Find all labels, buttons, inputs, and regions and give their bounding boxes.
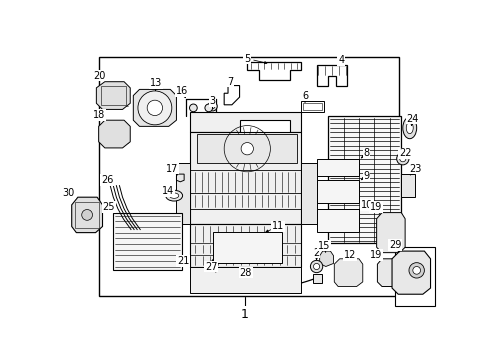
Polygon shape: [301, 163, 317, 224]
Bar: [98, 57, 399, 296]
Circle shape: [210, 104, 215, 109]
Text: 13: 13: [149, 78, 162, 88]
Ellipse shape: [406, 122, 413, 134]
Text: 29: 29: [389, 240, 401, 250]
Text: 25: 25: [102, 202, 115, 212]
Text: 23: 23: [409, 164, 421, 174]
Polygon shape: [190, 132, 301, 224]
Text: 26: 26: [101, 175, 113, 185]
Polygon shape: [98, 120, 130, 148]
Text: 24: 24: [407, 114, 419, 123]
Bar: [101, 86, 125, 105]
Polygon shape: [176, 163, 190, 224]
Polygon shape: [190, 224, 301, 266]
Polygon shape: [392, 251, 431, 294]
Text: 27: 27: [205, 261, 218, 271]
Bar: [317, 180, 359, 203]
Bar: [190, 266, 301, 293]
Text: 14: 14: [162, 186, 174, 196]
Circle shape: [205, 104, 213, 112]
Text: 19: 19: [370, 202, 382, 212]
Text: 20: 20: [93, 71, 106, 81]
Polygon shape: [133, 89, 176, 126]
Ellipse shape: [403, 117, 416, 139]
Text: 30: 30: [63, 188, 75, 198]
Bar: [313, 274, 322, 283]
Text: 3: 3: [210, 96, 216, 106]
Bar: [113, 213, 182, 270]
Bar: [317, 209, 359, 232]
Text: 9: 9: [364, 171, 369, 181]
Circle shape: [82, 210, 93, 220]
Polygon shape: [377, 259, 404, 287]
Bar: [395, 247, 435, 306]
Text: 19: 19: [370, 250, 382, 260]
Text: 7: 7: [227, 77, 233, 87]
Circle shape: [208, 102, 217, 111]
Text: 21: 21: [177, 256, 190, 266]
Ellipse shape: [166, 190, 183, 201]
Text: 11: 11: [272, 221, 284, 231]
Text: 12: 12: [343, 250, 356, 260]
Circle shape: [190, 104, 197, 112]
Polygon shape: [97, 82, 130, 109]
Polygon shape: [190, 112, 301, 132]
Text: 1: 1: [241, 308, 249, 321]
Text: 10: 10: [361, 200, 373, 210]
Circle shape: [397, 153, 409, 165]
Text: 1: 1: [242, 309, 248, 319]
Circle shape: [400, 156, 406, 162]
Polygon shape: [377, 213, 405, 253]
Polygon shape: [197, 134, 297, 163]
Circle shape: [413, 266, 420, 274]
Polygon shape: [319, 251, 334, 266]
Bar: [317, 159, 359, 176]
Bar: [75, 202, 99, 228]
Bar: [401, 174, 415, 197]
Text: 2: 2: [314, 248, 319, 258]
Circle shape: [147, 100, 163, 116]
Text: 8: 8: [364, 148, 369, 158]
Polygon shape: [72, 197, 102, 233]
Circle shape: [409, 263, 424, 278]
Polygon shape: [334, 259, 363, 287]
Text: 16: 16: [176, 86, 188, 96]
Circle shape: [311, 260, 323, 273]
Text: 4: 4: [338, 55, 344, 65]
Bar: [213, 232, 282, 263]
Text: 6: 6: [302, 91, 308, 100]
Circle shape: [138, 91, 172, 125]
Circle shape: [241, 143, 253, 155]
Text: 5: 5: [244, 54, 250, 64]
Text: 22: 22: [399, 148, 412, 158]
Ellipse shape: [170, 193, 179, 198]
Bar: [328, 116, 401, 243]
Text: 17: 17: [166, 164, 178, 174]
Circle shape: [314, 264, 319, 270]
Text: 15: 15: [318, 241, 330, 251]
Text: 28: 28: [240, 267, 252, 278]
Text: 18: 18: [93, 110, 105, 120]
